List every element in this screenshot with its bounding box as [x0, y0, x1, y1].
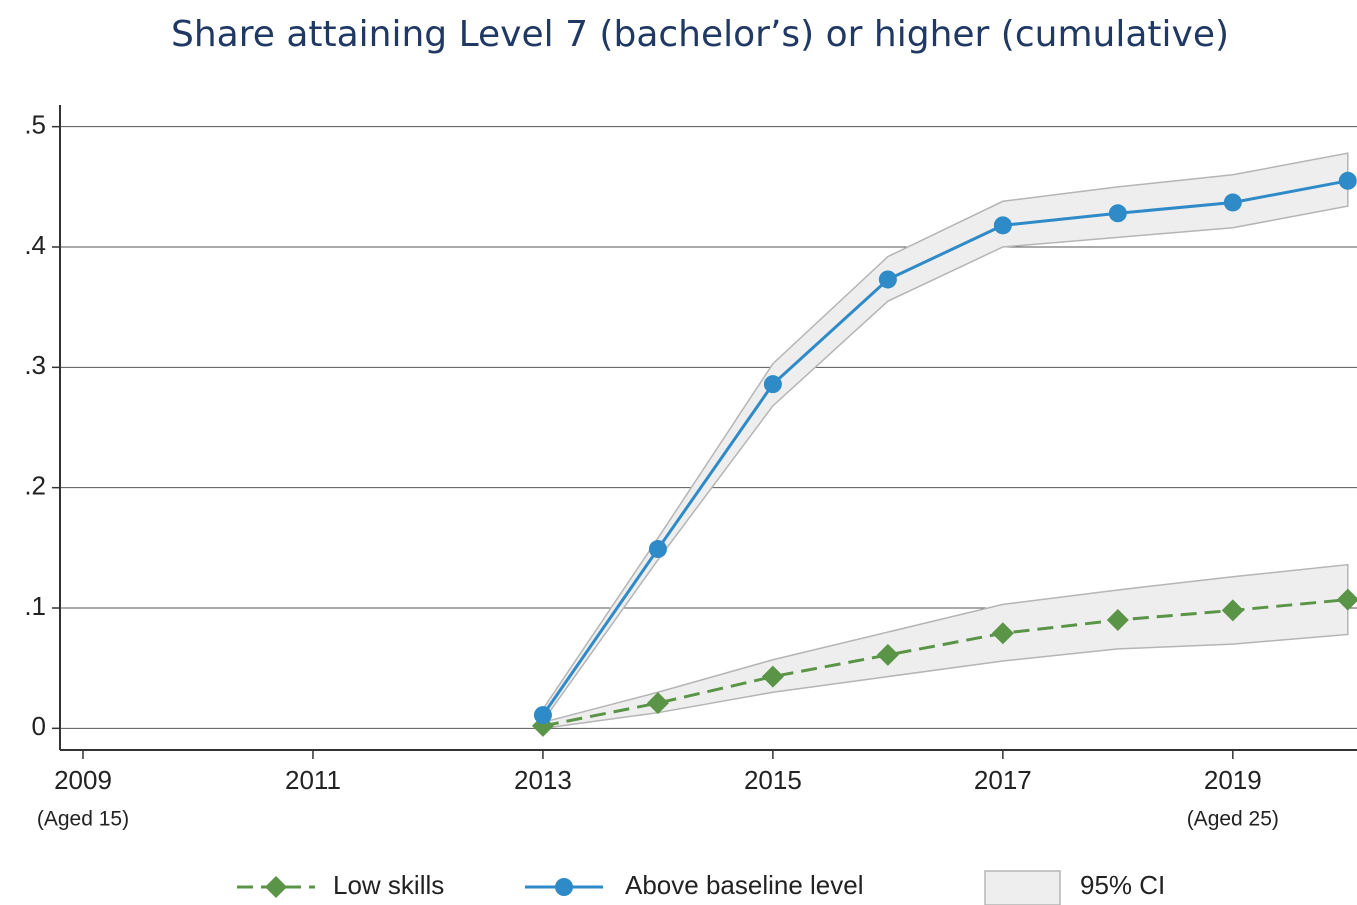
marker [265, 876, 287, 898]
chart-title: Share attaining Level 7 (bachelor’s) or … [171, 14, 1229, 55]
marker [1338, 171, 1357, 190]
marker [1221, 599, 1244, 622]
marker [1336, 588, 1357, 611]
x-tick-label: 2015 [744, 765, 802, 795]
marker [555, 878, 573, 896]
marker [646, 692, 669, 715]
x-tick-label: 2009 [54, 765, 112, 795]
y-tick-label: .4 [24, 230, 46, 260]
y-tick-label: .5 [24, 110, 46, 140]
x-tick-label: 2019 [1204, 765, 1262, 795]
marker [991, 622, 1014, 645]
marker [1108, 204, 1127, 223]
marker [648, 540, 667, 559]
y-tick-label: 0 [32, 711, 46, 741]
marker [533, 706, 552, 725]
annotation: (Aged 25) [1187, 808, 1279, 831]
marker [763, 375, 782, 394]
marker [993, 216, 1012, 235]
legend-ci-swatch [984, 870, 1061, 905]
x-tick-label: 2011 [285, 765, 341, 795]
legend-label: Above baseline level [625, 870, 864, 900]
ci-band [542, 152, 1349, 724]
annotation: (Aged 15) [37, 808, 129, 831]
y-tick-label: .3 [24, 350, 46, 380]
marker [1106, 609, 1129, 632]
legend-label: Low skills [333, 870, 444, 900]
x-tick-label: 2017 [974, 765, 1032, 795]
legend-label: 95% CI [1080, 870, 1165, 900]
series-line [541, 179, 1349, 716]
series-line [542, 598, 1348, 728]
y-tick-label: .2 [24, 471, 46, 501]
marker [878, 270, 897, 289]
x-tick-label: 2013 [514, 765, 572, 795]
ci-band [542, 563, 1349, 730]
marker [1223, 193, 1242, 212]
marker [761, 665, 784, 688]
marker [876, 643, 899, 666]
y-tick-label: .1 [24, 591, 46, 621]
